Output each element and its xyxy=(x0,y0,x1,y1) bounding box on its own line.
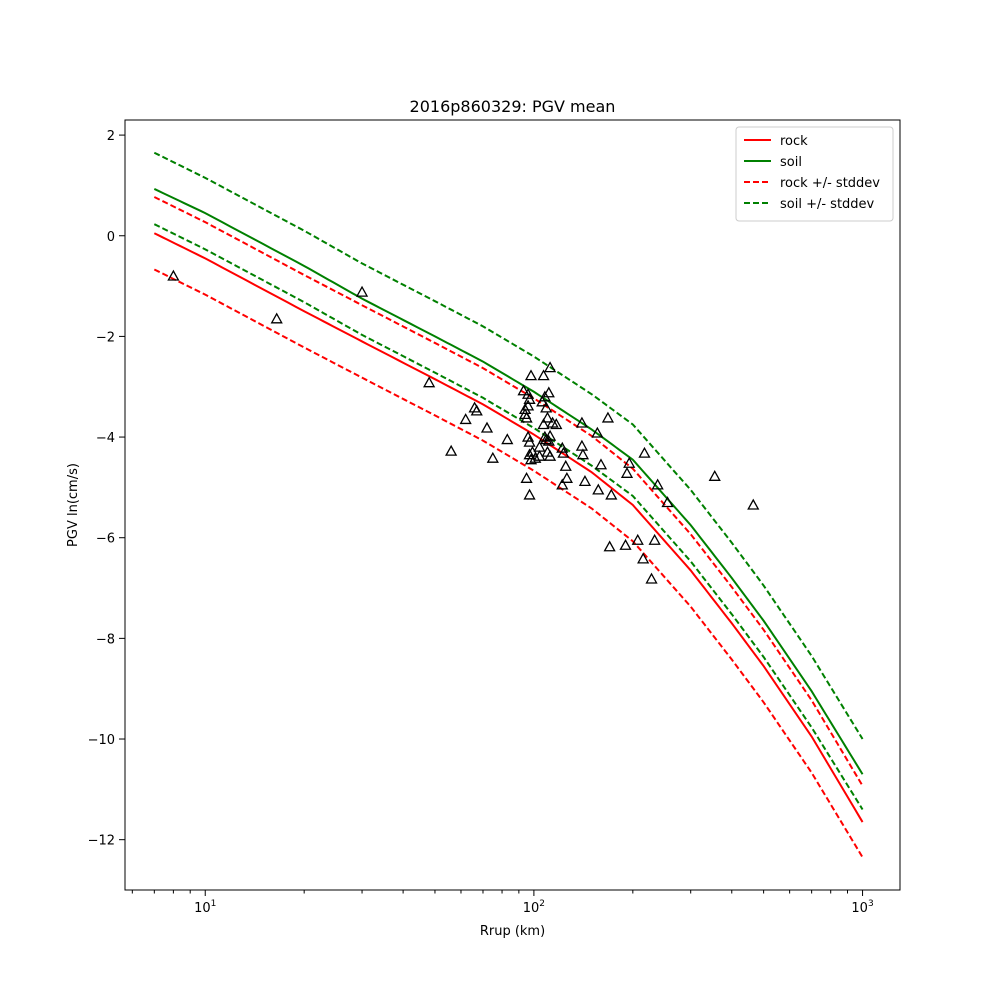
observation-marker xyxy=(533,449,546,461)
legend-label-soil: soil xyxy=(780,155,802,170)
y-tick-label: −2 xyxy=(96,330,115,345)
observation-marker xyxy=(556,478,569,490)
observation-marker xyxy=(540,433,553,445)
y-axis-ticks: 2 0 −2 −4 −6 −8 −10 −12 xyxy=(88,129,125,849)
x-tick-label: 101 xyxy=(194,899,216,916)
legend-label-rock-stddev: rock +/- stddev xyxy=(780,176,880,191)
observation-marker xyxy=(537,418,550,430)
observation-marker xyxy=(486,451,499,463)
series-line-rock xyxy=(153,232,864,823)
observation-marker xyxy=(592,483,605,495)
observation-marker xyxy=(645,572,658,584)
observation-marker xyxy=(648,533,661,545)
observation-marker xyxy=(517,384,530,396)
observation-marker xyxy=(576,448,590,460)
observation-marker xyxy=(520,471,533,483)
observation-marker xyxy=(524,369,538,381)
observation-marker xyxy=(601,411,615,423)
y-tick-label: −12 xyxy=(88,834,115,849)
x-tick-label: 103 xyxy=(851,899,873,916)
observation-marker xyxy=(747,498,760,510)
observation-marker xyxy=(575,439,589,451)
chart-title: 2016p860329: PGV mean xyxy=(410,97,616,116)
observations-layer xyxy=(167,269,760,584)
observation-marker xyxy=(560,471,573,483)
legend-label-soil-stddev: soil +/- stddev xyxy=(780,197,875,212)
observation-marker xyxy=(523,392,536,404)
y-axis-label: PGV ln(cm/s) xyxy=(66,463,81,547)
series-line-soil xyxy=(153,188,864,775)
observation-marker xyxy=(661,496,674,508)
observation-marker xyxy=(537,369,550,381)
observation-marker xyxy=(603,540,616,552)
observation-marker xyxy=(459,413,472,425)
observation-marker xyxy=(575,416,589,428)
observation-marker xyxy=(355,285,369,297)
y-tick-label: −6 xyxy=(96,532,115,547)
observation-marker xyxy=(540,401,553,413)
y-tick-label: 2 xyxy=(107,129,115,144)
observation-marker xyxy=(529,451,542,463)
observation-marker xyxy=(524,453,538,465)
y-tick-label: −8 xyxy=(96,632,115,647)
observation-marker xyxy=(594,458,608,470)
observation-marker xyxy=(631,533,644,545)
series-line-rock-stddev-lower xyxy=(153,268,864,858)
observation-marker xyxy=(623,456,636,468)
observation-marker xyxy=(523,488,536,500)
series-line-rock-stddev xyxy=(153,196,864,787)
observation-marker xyxy=(619,538,632,550)
observation-marker xyxy=(543,449,557,461)
observation-marker xyxy=(167,269,180,281)
observation-marker xyxy=(559,459,572,471)
y-tick-label: 0 xyxy=(107,230,115,245)
observation-marker xyxy=(518,403,532,415)
legend-label-rock: rock xyxy=(780,134,808,149)
x-axis-label: Rrup (km) xyxy=(480,924,545,939)
observation-marker xyxy=(591,426,604,438)
observation-marker xyxy=(520,411,533,423)
x-tick-label: 102 xyxy=(523,899,545,916)
legend-box xyxy=(735,126,894,222)
observation-marker xyxy=(605,488,618,500)
observation-marker xyxy=(637,552,650,564)
observation-marker xyxy=(578,475,592,487)
observation-marker xyxy=(445,444,458,456)
observation-marker xyxy=(651,478,664,490)
observation-marker xyxy=(557,446,570,458)
observation-marker xyxy=(501,433,514,445)
observation-marker xyxy=(708,469,721,481)
observation-marker xyxy=(638,446,651,458)
series-line-soil-stddev xyxy=(153,151,864,740)
observation-marker xyxy=(523,435,536,447)
y-tick-label: −4 xyxy=(96,431,115,446)
observation-marker xyxy=(543,361,557,373)
observation-marker xyxy=(470,404,483,416)
observation-marker xyxy=(521,399,535,411)
observation-marker xyxy=(542,386,555,398)
legend: rock soil rock +/- stddev soil +/- stddev xyxy=(735,126,894,222)
observation-marker xyxy=(550,418,563,430)
x-axis-ticks: 101 102 103 xyxy=(131,890,874,916)
observation-marker xyxy=(480,421,494,433)
series-line-soil-stddev-lower xyxy=(153,223,864,811)
y-tick-label: −10 xyxy=(88,733,115,748)
observation-marker xyxy=(556,441,569,453)
observation-marker xyxy=(423,376,436,388)
observation-marker xyxy=(541,411,554,423)
series-layer xyxy=(153,151,864,858)
observation-marker xyxy=(270,312,283,324)
observation-marker xyxy=(620,466,634,478)
observation-marker xyxy=(543,429,557,441)
plot-frame xyxy=(124,119,901,891)
